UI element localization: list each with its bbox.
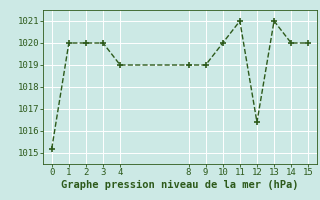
X-axis label: Graphe pression niveau de la mer (hPa): Graphe pression niveau de la mer (hPa) <box>61 180 299 190</box>
